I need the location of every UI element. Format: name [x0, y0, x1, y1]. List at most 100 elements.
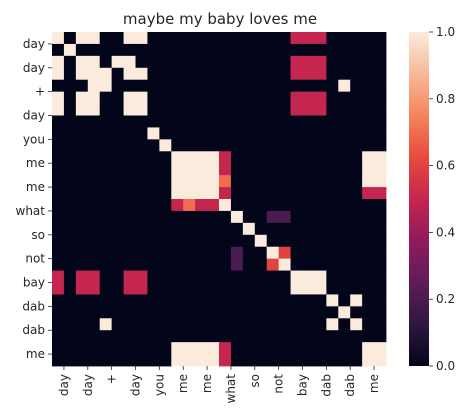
- heatmap-cell: [171, 222, 184, 236]
- heatmap-cell: [111, 175, 124, 188]
- heatmap-cell: [326, 354, 339, 367]
- heatmap-cell: [314, 318, 327, 331]
- heatmap-cell: [63, 79, 77, 93]
- heatmap-cell: [159, 187, 172, 200]
- y-tick-label: not: [25, 252, 45, 266]
- heatmap-cell: [207, 91, 220, 104]
- heatmap-cell: [183, 318, 196, 331]
- heatmap-cell: [123, 270, 136, 283]
- heatmap-cell: [52, 354, 65, 367]
- heatmap-cell: [195, 151, 208, 164]
- heatmap-cell: [362, 246, 375, 260]
- heatmap-cell: [314, 258, 327, 271]
- heatmap-cell: [230, 306, 244, 319]
- heatmap-cell: [87, 330, 101, 343]
- heatmap-cell: [290, 246, 303, 260]
- heatmap-cell: [362, 175, 375, 188]
- heatmap-cell: [242, 187, 256, 200]
- heatmap-cell: [362, 67, 375, 81]
- heatmap-cell: [326, 32, 339, 45]
- chart-title: maybe my baby loves me: [123, 10, 317, 28]
- heatmap-cell: [219, 222, 232, 236]
- x-tick-label: dab: [343, 374, 357, 397]
- heatmap-cell: [266, 32, 280, 45]
- x-tick-label: me: [200, 374, 214, 393]
- heatmap-cell: [63, 306, 77, 319]
- heatmap-cell: [350, 91, 363, 104]
- heatmap-cells: [52, 32, 387, 367]
- heatmap-cell: [87, 151, 101, 164]
- heatmap-cell: [63, 354, 77, 367]
- heatmap-cell: [207, 103, 220, 116]
- heatmap-cell: [362, 187, 375, 200]
- heatmap-cell: [290, 306, 303, 319]
- heatmap-cell: [195, 222, 208, 236]
- heatmap-cell: [302, 67, 315, 81]
- heatmap-cell: [111, 163, 124, 176]
- heatmap-cell: [219, 67, 232, 81]
- heatmap-cell: [219, 43, 232, 57]
- heatmap-cell: [111, 246, 124, 260]
- heatmap-cell: [374, 139, 387, 152]
- heatmap-cell: [314, 330, 327, 343]
- heatmap-cell: [278, 55, 291, 69]
- heatmap-cell: [242, 246, 256, 260]
- heatmap-cell: [254, 127, 268, 140]
- x-tick-label: day: [129, 374, 143, 396]
- heatmap-cell: [159, 282, 172, 295]
- heatmap-cell: [230, 199, 244, 212]
- heatmap-cell: [278, 163, 291, 176]
- heatmap-cell: [52, 246, 65, 260]
- heatmap-cell: [195, 55, 208, 69]
- heatmap-cell: [87, 32, 101, 45]
- heatmap-cell: [135, 354, 148, 367]
- heatmap-cell: [195, 187, 208, 200]
- heatmap-cell: [362, 270, 375, 283]
- heatmap-cell: [207, 258, 220, 271]
- heatmap-cell: [314, 342, 327, 355]
- heatmap-cell: [111, 282, 124, 295]
- heatmap-cell: [302, 330, 315, 343]
- heatmap-cell: [87, 246, 101, 260]
- heatmap-cell: [230, 354, 244, 367]
- heatmap-cell: [278, 91, 291, 104]
- heatmap-cell: [254, 318, 268, 331]
- heatmap-cell: [350, 222, 363, 236]
- heatmap-cell: [207, 127, 220, 140]
- heatmap-cell: [75, 43, 89, 57]
- heatmap-cell: [314, 91, 327, 104]
- heatmap-cell: [135, 151, 148, 164]
- heatmap-cell: [171, 163, 184, 176]
- heatmap-cell: [147, 342, 160, 355]
- heatmap-cell: [374, 103, 387, 116]
- x-tick-label: so: [248, 374, 262, 388]
- heatmap-cell: [350, 187, 363, 200]
- heatmap-cell: [219, 318, 232, 331]
- heatmap-cell: [362, 342, 375, 355]
- heatmap-cell: [290, 139, 303, 152]
- heatmap-cell: [75, 306, 89, 319]
- heatmap-cell: [326, 282, 339, 295]
- heatmap-cell: [207, 139, 220, 152]
- heatmap-cell: [314, 306, 327, 319]
- heatmap-cell: [75, 246, 89, 260]
- heatmap-cell: [242, 103, 256, 116]
- heatmap-cell: [207, 270, 220, 283]
- heatmap-cell: [183, 199, 196, 212]
- heatmap-cell: [230, 330, 244, 343]
- heatmap-cell: [266, 55, 280, 69]
- heatmap-cell: [123, 55, 136, 69]
- heatmap-cell: [338, 43, 351, 57]
- heatmap-cell: [195, 246, 208, 260]
- heatmap-cell: [290, 67, 303, 81]
- heatmap-cell: [63, 210, 77, 224]
- heatmap-cell: [350, 151, 363, 164]
- heatmap-cell: [171, 199, 184, 212]
- heatmap-cell: [147, 55, 160, 69]
- heatmap-cell: [254, 67, 268, 81]
- heatmap-cell: [266, 294, 280, 307]
- heatmap-cell: [183, 354, 196, 367]
- heatmap-cell: [362, 306, 375, 319]
- heatmap-cell: [302, 210, 315, 224]
- heatmap-cell: [266, 91, 280, 104]
